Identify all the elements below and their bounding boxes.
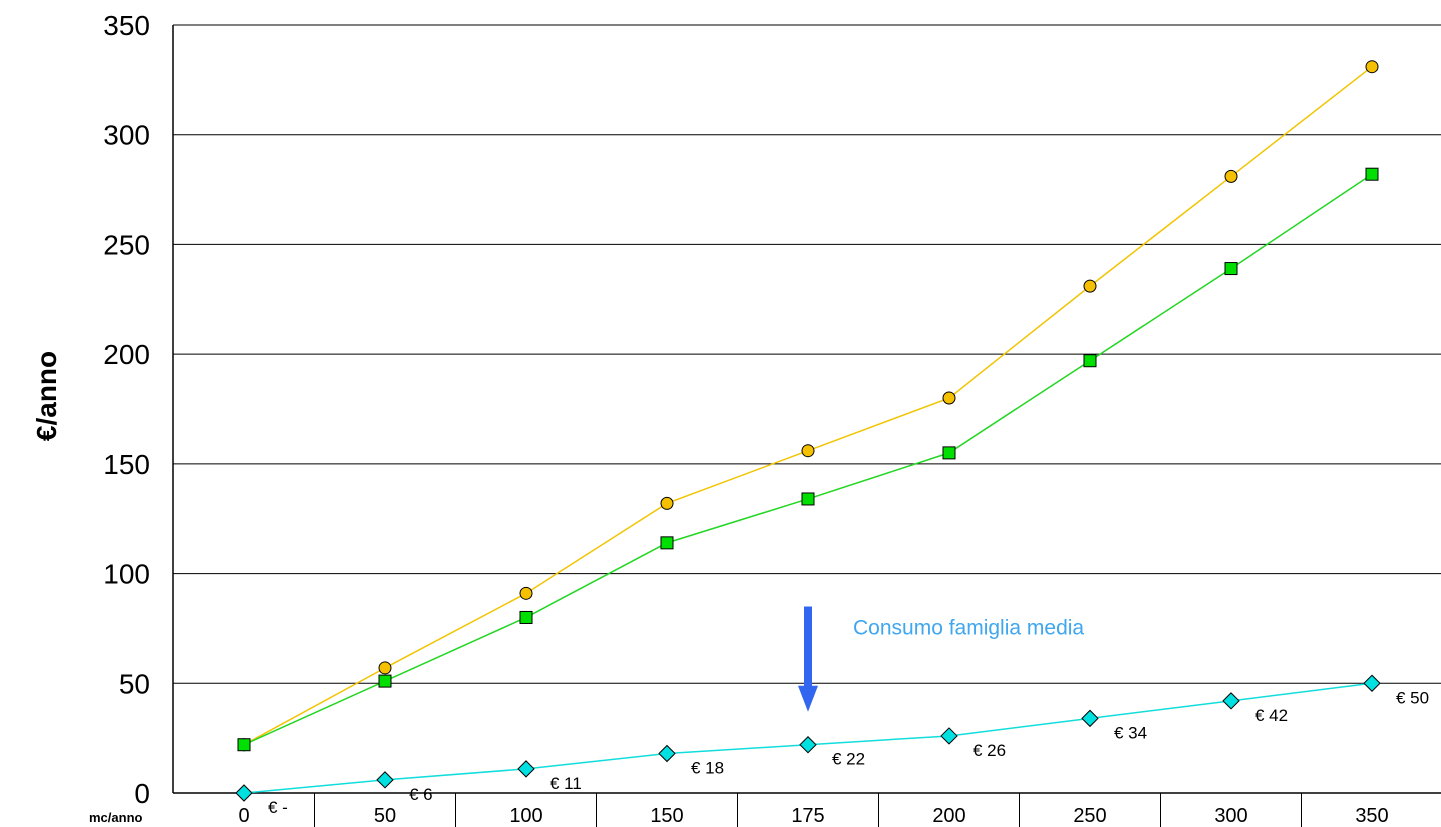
data-point-diamond [235,784,253,802]
y-tick-label: 50 [119,668,150,699]
data-point-circle [1224,169,1238,183]
data-point-square [801,492,815,506]
x-tick-label: 300 [1214,805,1247,827]
data-point-square [237,738,251,752]
x-tick-label: 50 [374,805,396,827]
data-point-diamond [799,736,817,754]
data-label: € 26 [973,741,1006,760]
data-point-diamond [1081,709,1099,728]
data-point-circle [660,496,674,510]
series [235,60,1381,802]
data-label: € - [268,798,288,817]
data-point-diamond [517,760,535,778]
data-point-square [1224,262,1238,276]
data-point-square [1083,354,1097,368]
y-tick-label: 100 [103,559,150,590]
gridlines [173,24,1441,684]
data-label: € 50 [1396,688,1429,707]
data-label: € 6 [409,785,433,804]
data-point-circle [519,586,533,600]
data-label: € 22 [832,750,865,769]
y-tick-labels: 0 50 100 150 200 250 300 350 [103,10,150,809]
x-tick-label: 350 [1355,805,1388,827]
data-label: € 18 [691,759,724,778]
x-tick-label: 100 [509,805,542,827]
data-label: € 34 [1114,723,1147,742]
data-point-square [378,674,392,688]
data-point-diamond [1363,674,1381,692]
data-point-square [1365,167,1379,181]
y-tick-label: 0 [134,778,150,809]
data-point-diamond [658,744,676,763]
data-point-diamond [1222,692,1240,710]
data-point-square [660,536,674,550]
x-tick-label: 150 [650,805,683,827]
y-tick-label: 150 [103,449,150,480]
x-tick-label: 200 [932,805,965,827]
data-point-circle [1083,279,1097,293]
y-tick-label: 300 [103,120,150,151]
axes [172,25,1441,794]
y-tick-label: 350 [103,10,150,41]
y-axis-label: €/anno [31,351,62,441]
average-consumption-label: Consumo famiglia media [853,616,1084,639]
data-point-diamond [376,771,394,789]
data-point-circle [942,391,956,405]
x-tick-label: 0 [238,805,249,827]
data-point-square [519,610,533,624]
x-tick-labels: 0 50 100 150 175 200 250 300 350 [238,793,1389,827]
data-label: € 11 [550,774,582,793]
x-tick-label: 175 [791,805,824,827]
annotation: Consumo famiglia media [798,606,1084,712]
average-consumption-arrow [798,606,818,712]
data-labels: € - € 6 € 11 € 18 € 22 € 26 € 34 € 42 € 50 [268,688,1429,817]
data-point-circle [1365,60,1379,74]
data-point-square [942,446,956,460]
data-point-circle [801,444,815,458]
x-tick-label: 250 [1073,805,1106,827]
data-point-diamond [940,727,958,745]
x-unit-label: mc/anno [89,810,143,825]
data-label: € 42 [1255,706,1288,725]
data-point-circle [378,661,392,675]
y-tick-label: 200 [103,339,150,370]
y-tick-label: 250 [103,229,150,260]
